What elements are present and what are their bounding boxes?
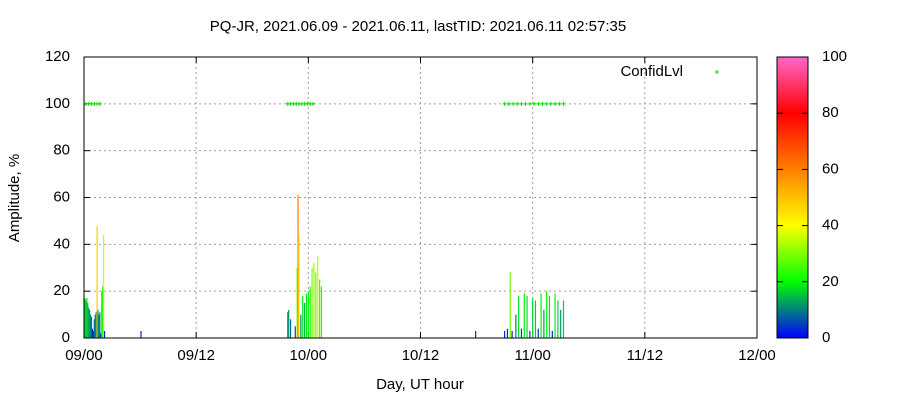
colorbar-tick-label: 100 xyxy=(822,48,847,65)
y-tick-label: 20 xyxy=(53,282,70,299)
y-tick-label: 120 xyxy=(45,48,70,65)
x-tick-label: 10/12 xyxy=(402,347,440,364)
point xyxy=(523,101,528,106)
y-axis-label: Amplitude, % xyxy=(6,154,23,242)
x-tick-label: 09/00 xyxy=(65,347,103,364)
point xyxy=(511,101,516,106)
legend-label: ConfidLvl xyxy=(620,63,683,80)
legend-marker xyxy=(715,70,719,74)
y-tick-label: 60 xyxy=(53,188,70,205)
y-tick-label: 100 xyxy=(45,95,70,112)
point xyxy=(557,101,562,106)
point xyxy=(515,101,520,106)
y-tick-label: 80 xyxy=(53,142,70,159)
point xyxy=(553,101,558,106)
point xyxy=(311,101,316,106)
x-tick-label: 12/00 xyxy=(738,347,776,364)
x-tick-label: 09/12 xyxy=(177,347,215,364)
y-tick-label: 40 xyxy=(53,235,70,252)
x-tick-label: 11/12 xyxy=(627,347,663,364)
colorbar-tick-label: 20 xyxy=(822,273,839,290)
colorbar-tick-label: 40 xyxy=(822,217,839,234)
plot-frame xyxy=(83,56,758,339)
point xyxy=(97,101,102,106)
point xyxy=(519,101,524,106)
x-axis-label: Day, UT hour xyxy=(376,376,464,393)
colorbar-tick-label: 0 xyxy=(822,329,830,346)
point xyxy=(506,101,511,106)
point xyxy=(527,101,532,106)
colorbar xyxy=(776,56,809,339)
point xyxy=(548,101,553,106)
colorbar-tick-label: 60 xyxy=(822,160,839,177)
point xyxy=(544,101,549,106)
x-tick-label: 11/00 xyxy=(514,347,550,364)
x-tick-label: 10/00 xyxy=(290,347,328,364)
colorbar-tick-label: 80 xyxy=(822,104,839,121)
point xyxy=(532,101,537,106)
y-tick-label: 0 xyxy=(62,329,70,346)
point xyxy=(536,101,541,106)
point xyxy=(502,101,507,106)
point xyxy=(540,101,545,106)
point xyxy=(561,101,566,106)
chart-title: PQ-JR, 2021.06.09 - 2021.06.11, lastTID:… xyxy=(210,18,626,35)
